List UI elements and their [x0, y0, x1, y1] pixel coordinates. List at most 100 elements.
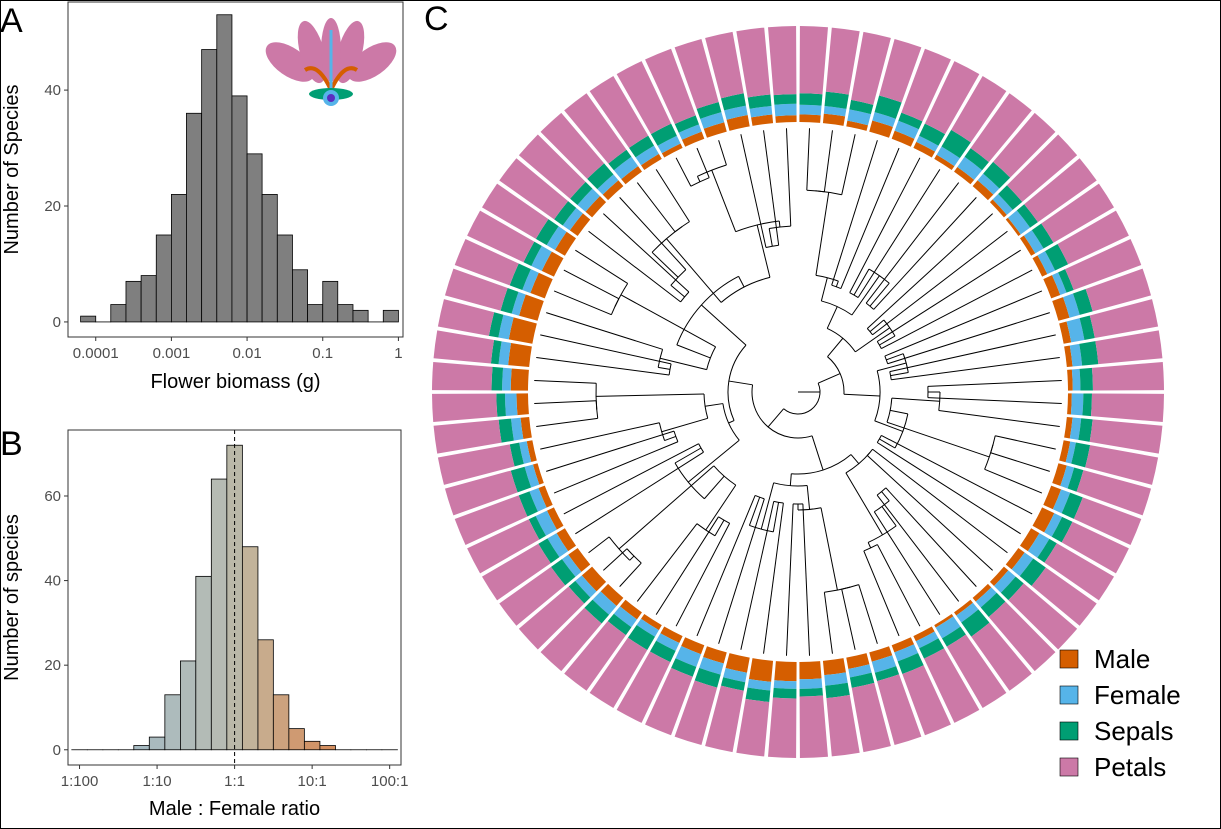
phylogeny — [534, 128, 1062, 656]
branch — [711, 170, 737, 232]
branch — [874, 420, 903, 432]
branch — [884, 355, 889, 364]
bar — [133, 745, 150, 751]
bar — [201, 49, 218, 323]
branch — [890, 372, 909, 377]
stacked-segment — [433, 330, 495, 364]
branch — [536, 357, 670, 376]
stacked-segment — [645, 48, 696, 125]
branch — [877, 249, 1021, 342]
branch — [658, 366, 671, 370]
branch — [890, 409, 908, 415]
branch — [817, 373, 841, 384]
stacked-segment — [849, 99, 874, 115]
bar — [171, 194, 187, 323]
branch — [876, 435, 882, 443]
stacked-segment — [961, 609, 990, 637]
y-tick-label: 20 — [44, 657, 61, 674]
x-tick-label: 1:1 — [224, 773, 245, 790]
stacked-segment — [825, 27, 860, 95]
stacked-segment — [564, 621, 626, 691]
legend-swatch — [1059, 649, 1079, 669]
stacked-segment — [993, 112, 1056, 178]
legend-label: Petals — [1094, 752, 1166, 782]
stacked-segment — [481, 543, 551, 601]
branch — [696, 495, 756, 637]
branch — [845, 472, 883, 536]
stacked-segment — [1082, 393, 1092, 417]
stacked-segment — [898, 112, 923, 130]
branch — [891, 397, 940, 402]
stacked-segment — [846, 120, 868, 131]
stacked-segment — [1008, 583, 1078, 650]
branch — [673, 430, 679, 442]
stacked-segment — [1071, 368, 1081, 391]
stacked-segment — [589, 637, 648, 709]
stacked-segment — [919, 123, 946, 146]
stacked-segment — [1037, 251, 1056, 275]
flower-icon — [265, 18, 397, 106]
stacked-segment — [554, 231, 577, 256]
branch — [887, 312, 1050, 365]
y-tick-label: 20 — [44, 198, 61, 215]
stacked-segment — [1051, 516, 1073, 543]
stacked-segment — [725, 653, 750, 673]
stacked-segment — [957, 156, 983, 180]
branch — [651, 251, 679, 278]
panel-letter: A — [0, 2, 23, 40]
x-tick-label: 1:10 — [142, 773, 171, 790]
legend-label: Sepals — [1094, 716, 1174, 746]
branch — [728, 380, 753, 386]
stacked-segment — [869, 120, 893, 138]
branch — [927, 397, 1062, 405]
stacked-segment — [1073, 497, 1142, 545]
stacked-segment — [554, 201, 577, 226]
stacked-segment — [751, 114, 774, 126]
stacked-segment — [575, 575, 597, 598]
stacked-segment — [432, 393, 498, 422]
stacked-segment — [1027, 533, 1050, 558]
branch — [826, 306, 838, 329]
stacked-segment — [971, 622, 1032, 691]
branch — [984, 444, 994, 470]
stacked-segment — [1065, 239, 1142, 291]
stacked-segment — [768, 697, 797, 758]
stacked-segment — [726, 115, 750, 131]
stacked-segment — [674, 680, 718, 746]
branch — [603, 548, 628, 571]
branch — [872, 230, 1008, 336]
stacked-segment — [774, 661, 797, 682]
stacked-segment — [1006, 134, 1078, 202]
branch — [575, 249, 628, 284]
bar — [164, 694, 181, 751]
bar — [261, 194, 278, 323]
branch — [546, 312, 663, 350]
stacked-segment — [992, 193, 1013, 215]
stacked-segment — [628, 135, 655, 158]
stacked-segment — [1069, 417, 1082, 440]
branch — [840, 147, 900, 289]
branch — [714, 519, 725, 537]
stacked-segment — [1064, 416, 1073, 439]
stacked-segment — [535, 510, 557, 536]
branch — [831, 140, 878, 286]
branch — [696, 147, 710, 178]
branch — [603, 213, 690, 293]
branch — [676, 344, 711, 359]
stacked-segment — [607, 613, 632, 636]
stacked-segment — [799, 114, 821, 123]
stacked-segment — [1070, 393, 1084, 416]
stacked-segment — [902, 665, 951, 736]
branch — [938, 410, 1060, 427]
stacked-segment — [509, 263, 531, 291]
y-tick-label: 0 — [53, 314, 61, 331]
bar — [307, 304, 324, 323]
branch — [748, 497, 761, 526]
stacked-segment — [678, 124, 702, 140]
branch — [536, 417, 598, 427]
stacked-segment — [613, 606, 637, 628]
branch — [806, 485, 811, 510]
stacked-segment — [1058, 269, 1074, 293]
stacked-segment — [1064, 345, 1073, 368]
bar — [216, 14, 233, 323]
